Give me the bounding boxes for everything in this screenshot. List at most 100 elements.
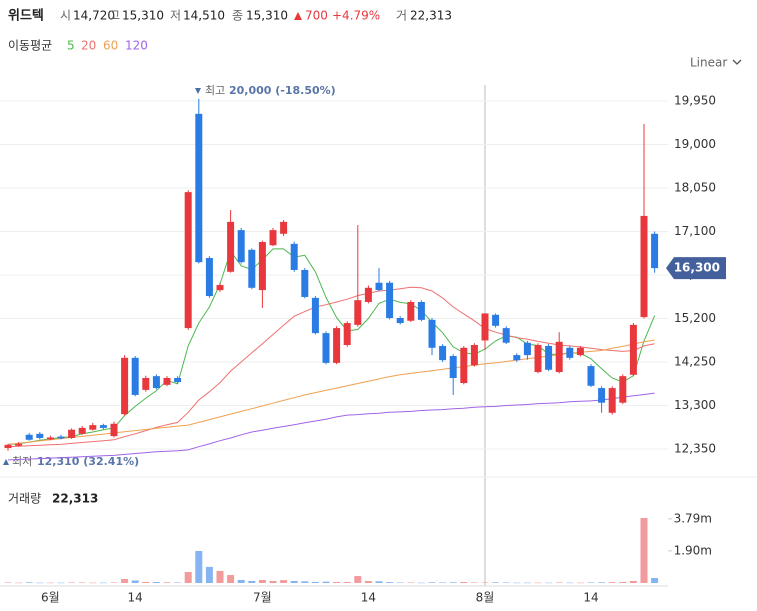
candle-body xyxy=(343,323,351,346)
candle-body xyxy=(205,258,213,297)
field-label: 종 xyxy=(232,9,243,23)
candle-body xyxy=(131,357,139,395)
y-tick-label: 17,100 xyxy=(674,224,716,238)
volume-bar xyxy=(386,582,394,583)
volume-value: 22,313 xyxy=(52,492,98,506)
candle-body xyxy=(375,282,383,291)
volume-bar xyxy=(46,582,54,584)
field-label: 저 xyxy=(170,9,181,23)
x-tick-label: 7월 xyxy=(253,591,272,605)
candle-body xyxy=(619,376,627,403)
volume-bar xyxy=(142,581,150,583)
volume-bar xyxy=(534,582,542,584)
y-tick-label: 19,950 xyxy=(674,94,716,108)
volume-bar xyxy=(502,582,510,583)
volume-bar xyxy=(280,580,288,583)
candle-body xyxy=(470,345,478,366)
change-pct: +4.79% xyxy=(332,9,380,23)
volume-bar xyxy=(629,580,637,583)
candle-body xyxy=(640,215,648,318)
volume-bar xyxy=(89,582,97,584)
volume-bar xyxy=(99,582,107,584)
candle-body xyxy=(439,345,447,361)
candle-body xyxy=(99,425,107,428)
candle-body xyxy=(89,425,97,430)
volume-bar xyxy=(78,582,86,583)
candle-body xyxy=(534,345,542,373)
volume-bar xyxy=(439,582,447,583)
x-tick-label: 6월 xyxy=(41,591,60,605)
volume-bar xyxy=(598,582,606,583)
volume-bar xyxy=(269,580,277,583)
candle-body xyxy=(608,388,616,413)
candle-body xyxy=(629,324,637,375)
volume-tick-label: 1.90m xyxy=(674,543,712,557)
volume-bar xyxy=(566,582,574,584)
volume-bar xyxy=(333,581,341,583)
volume-bar xyxy=(25,582,33,583)
y-tick-label: 13,300 xyxy=(674,398,716,412)
candle-body xyxy=(163,377,171,385)
volume-bar xyxy=(523,582,531,584)
candle-body xyxy=(36,433,44,438)
candle-body xyxy=(237,230,245,263)
candle-body xyxy=(57,436,65,439)
field-value: 22,313 xyxy=(410,9,452,23)
volume-bar xyxy=(608,582,616,583)
volume-bar xyxy=(227,575,235,583)
volume-bar xyxy=(576,582,584,584)
volume-bar xyxy=(460,581,468,583)
x-tick-label: 8월 xyxy=(476,591,495,605)
candle-body xyxy=(68,429,76,438)
volume-bar xyxy=(375,581,383,583)
field-label: 시 xyxy=(60,9,71,23)
ma-legend-item: 60 xyxy=(103,39,118,53)
volume-bar xyxy=(57,582,65,584)
scale-selector[interactable]: Linear xyxy=(690,56,727,70)
volume-bar xyxy=(248,580,256,583)
volume-bar xyxy=(15,582,23,584)
high-text: 20,000 (-18.50%) xyxy=(229,84,336,97)
candle-body xyxy=(523,342,531,356)
candle-body xyxy=(545,345,553,370)
moving-average xyxy=(7,286,655,448)
candle-body xyxy=(555,341,563,373)
volume-bar xyxy=(121,578,129,583)
volume-bar xyxy=(492,582,500,583)
field-label: 거 xyxy=(396,9,407,23)
volume-bar xyxy=(301,581,309,583)
candle-body xyxy=(248,249,256,288)
candle-body xyxy=(4,444,12,449)
volume-bar xyxy=(513,582,521,584)
field-value: 15,310 xyxy=(246,9,288,23)
candle-body xyxy=(481,313,489,341)
volume-bar xyxy=(651,578,659,583)
candle-body xyxy=(460,347,468,384)
low-label: 최저 xyxy=(12,455,32,468)
field-label: 고 xyxy=(109,9,120,23)
candle-body xyxy=(364,287,372,302)
volume-bar xyxy=(354,576,362,583)
volume-bar xyxy=(481,582,489,583)
chevron[interactable] xyxy=(732,59,742,65)
candle-body xyxy=(651,233,659,269)
x-tick-label: 14 xyxy=(128,591,143,605)
low-text: 12,310 (32.41%) xyxy=(37,455,139,468)
candle-body xyxy=(152,376,160,389)
volume-bar xyxy=(545,582,553,584)
candle-body xyxy=(258,242,266,291)
candle-body xyxy=(78,427,86,434)
field-value: 15,310 xyxy=(122,9,164,23)
volume-bar xyxy=(407,582,415,583)
volume-bar xyxy=(587,582,595,583)
candle-body xyxy=(396,318,404,324)
candle-body xyxy=(322,333,330,363)
last-price-label: 16,300 xyxy=(674,261,720,275)
volume-label: 거래량 xyxy=(8,492,41,506)
up-triangle xyxy=(294,12,302,20)
change: 700 xyxy=(305,9,328,23)
candle-body xyxy=(587,366,595,386)
candle-body xyxy=(576,347,584,356)
